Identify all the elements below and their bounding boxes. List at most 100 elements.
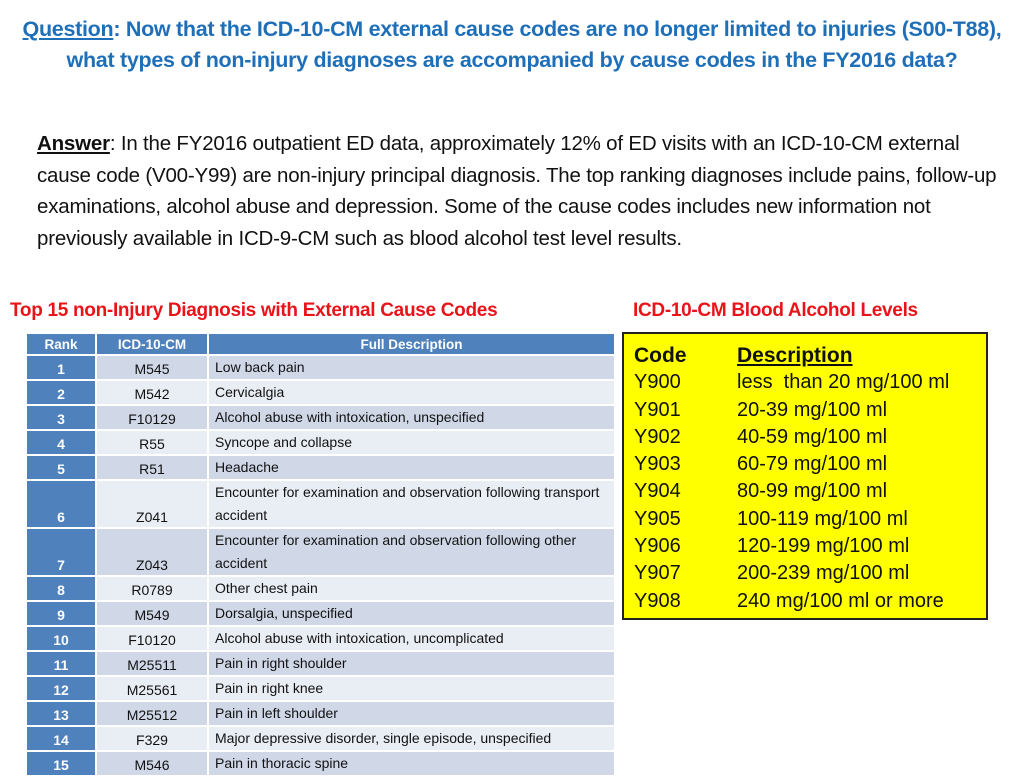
rank-cell: 11 (27, 651, 97, 677)
description-cell: Pain in left shoulder (208, 701, 614, 727)
code-cell: F329 (96, 726, 209, 752)
table-row: 1 M545 Low back pain (27, 355, 614, 381)
code-cell: M546 (96, 751, 209, 777)
code-value: Y904 (634, 480, 681, 503)
description-cell: Syncope and collapse (208, 430, 614, 456)
description-cell: Alcohol abuse with intoxication, unspeci… (208, 405, 614, 431)
description-cell: Pain in thoracic spine (208, 751, 614, 777)
description-cell: Pain in right shoulder (208, 651, 614, 677)
code-cell: R55 (96, 430, 209, 456)
code-value: Y905 (634, 507, 681, 530)
table-header-row: Rank ICD-10-CM Full Description (27, 334, 614, 356)
code-value: Y900 (634, 371, 681, 394)
question-label: Question (22, 17, 114, 41)
top15-title: Top 15 non-Injury Diagnosis with Externa… (10, 300, 498, 321)
description-cell: Headache (208, 455, 614, 481)
rank-cell: 1 (27, 355, 97, 381)
code-value: Y901 (634, 398, 681, 421)
answer-text: : In the FY2016 outpatient ED data, appr… (37, 132, 997, 250)
table-row: 7 Z043 Encounter for examination and obser… (27, 528, 614, 577)
code-value: Y907 (634, 562, 681, 585)
description-value: 20-39 mg/100 ml (737, 398, 888, 421)
rank-cell: 8 (27, 576, 97, 602)
table-row: 6 Z041 Encounter for examination and obser… (27, 480, 614, 529)
header-rank: Rank (27, 334, 97, 356)
blood-alcohol-title: ICD-10-CM Blood Alcohol Levels (633, 300, 918, 321)
code-cell: Z041 (96, 480, 209, 529)
code-cell: M25561 (96, 676, 209, 702)
description-cell: Pain in right knee (208, 676, 614, 702)
rank-cell: 2 (27, 380, 97, 406)
code-cell: M545 (96, 355, 209, 381)
code-value: Y906 (634, 535, 681, 558)
rank-cell: 3 (27, 405, 97, 431)
list-item: Y903 60-79 mg/100 ml (634, 451, 986, 478)
rank-cell: 12 (27, 676, 97, 702)
description-value: 80-99 mg/100 ml (737, 480, 888, 503)
description-value: less than 20 mg/100 ml (737, 371, 950, 394)
rank-cell: 14 (27, 726, 97, 752)
code-cell: Z043 (96, 528, 209, 577)
table-row: 8 R0789 Other chest pain (27, 576, 614, 602)
table-row: 4 R55 Syncope and collapse (27, 430, 614, 456)
table-row: 14 F329 Major depressive disorder, single … (27, 726, 614, 752)
description-cell: Major depressive disorder, single episod… (208, 726, 614, 752)
description-cell: Encounter for examination and observatio… (208, 480, 614, 529)
rank-cell: 13 (27, 701, 97, 727)
description-value: 120-199 mg/100 ml (737, 535, 910, 558)
code-cell: M25512 (96, 701, 209, 727)
table-row: 3 F10129 Alcohol abuse with intoxication, … (27, 405, 614, 431)
rank-cell: 7 (27, 528, 97, 577)
blood-alcohol-header: Code Description (634, 342, 986, 369)
list-item: Y901 20-39 mg/100 ml (634, 397, 986, 424)
list-item: Y906 120-199 mg/100 ml (634, 533, 986, 560)
question-heading: Question: Now that the ICD-10-CM externa… (22, 14, 1002, 76)
description-value: 240 mg/100 ml or more (737, 589, 944, 612)
description-cell: Low back pain (208, 355, 614, 381)
code-cell: R51 (96, 455, 209, 481)
list-item: Y902 40-59 mg/100 ml (634, 424, 986, 451)
list-item: Y907 200-239 mg/100 ml (634, 560, 986, 587)
rank-cell: 4 (27, 430, 97, 456)
code-value: Y908 (634, 589, 681, 612)
description-value: 40-59 mg/100 ml (737, 425, 888, 448)
description-cell: Alcohol abuse with intoxication, uncompl… (208, 626, 614, 652)
description-value: 100-119 mg/100 ml (737, 507, 908, 530)
code-cell: M542 (96, 380, 209, 406)
list-item: Y904 80-99 mg/100 ml (634, 478, 986, 505)
table-row: 10 F10120 Alcohol abuse with intoxication,… (27, 626, 614, 652)
code-cell: M549 (96, 601, 209, 627)
code-cell: M25511 (96, 651, 209, 677)
header-code: Code (634, 344, 687, 367)
code-value: Y902 (634, 425, 681, 448)
rank-cell: 9 (27, 601, 97, 627)
description-cell: Encounter for examination and observatio… (208, 528, 614, 577)
table-row: 9 M549 Dorsalgia, unspecified (27, 601, 614, 627)
rank-cell: 10 (27, 626, 97, 652)
question-text: : Now that the ICD-10-CM external cause … (66, 17, 1002, 72)
description-cell: Other chest pain (208, 576, 614, 602)
code-cell: R0789 (96, 576, 209, 602)
answer-label: Answer (37, 132, 110, 155)
rank-cell: 15 (27, 751, 97, 777)
top15-table: Rank ICD-10-CM Full Description 1 M545 Low… (27, 334, 614, 777)
list-item: Y900 less than 20 mg/100 ml (634, 369, 986, 396)
table-row: 2 M542 Cervicalgia (27, 380, 614, 406)
table-row: 13 M25512 Pain in left shoulder (27, 701, 614, 727)
table-row: 11 M25511 Pain in right shoulder (27, 651, 614, 677)
description-value: 200-239 mg/100 ml (737, 562, 910, 585)
code-cell: F10129 (96, 405, 209, 431)
table-row: 5 R51 Headache (27, 455, 614, 481)
description-value: 60-79 mg/100 ml (737, 453, 888, 476)
header-code: ICD-10-CM (96, 334, 209, 356)
header-description: Full Description (208, 334, 614, 356)
list-item: Y905 100-119 mg/100 ml (634, 506, 986, 533)
list-item: Y908 240 mg/100 ml or more (634, 588, 986, 615)
code-cell: F10120 (96, 626, 209, 652)
description-cell: Cervicalgia (208, 380, 614, 406)
answer-paragraph: Answer: In the FY2016 outpatient ED data… (37, 128, 1012, 254)
rank-cell: 6 (27, 480, 97, 529)
code-value: Y903 (634, 453, 681, 476)
blood-alcohol-box: Code Description Y900 less than 20 mg/100… (622, 332, 988, 620)
rank-cell: 5 (27, 455, 97, 481)
